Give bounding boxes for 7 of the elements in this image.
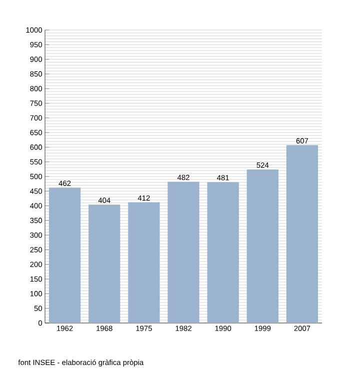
bar [286, 145, 318, 323]
bar [48, 188, 81, 323]
bar [207, 182, 239, 323]
bar [246, 169, 278, 323]
bar [168, 182, 200, 323]
bar [128, 202, 160, 323]
bar [88, 204, 120, 323]
